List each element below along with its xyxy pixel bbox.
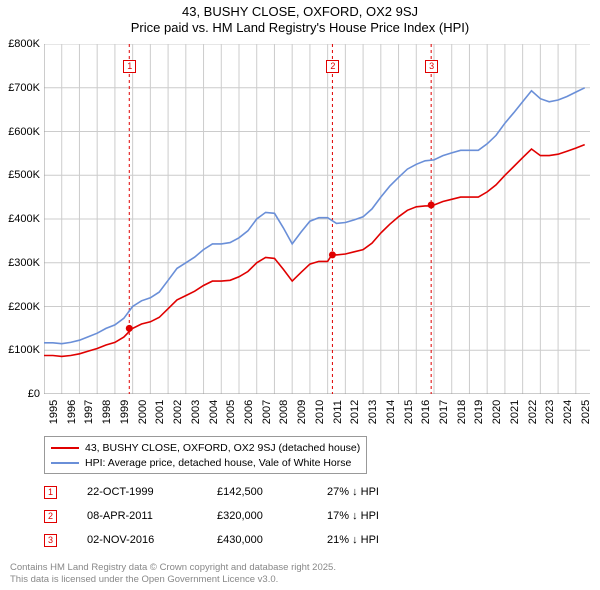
x-tick-label: 2014 [385, 400, 397, 424]
x-tick-label: 1997 [83, 400, 95, 424]
event-price: £430,000 [217, 534, 327, 546]
legend-row: HPI: Average price, detached house, Vale… [51, 455, 360, 470]
event-date: 08-APR-2011 [87, 510, 217, 522]
x-tick-label: 2001 [154, 400, 166, 424]
x-tick-label: 2007 [261, 400, 273, 424]
x-tick-label: 2011 [332, 400, 344, 424]
y-tick-label: £200K [8, 301, 40, 313]
event-diff: 27% ↓ HPI [327, 486, 427, 498]
y-tick-label: £100K [8, 344, 40, 356]
x-axis: 1995 1996 1997 1998 1999 2000 2001 2002 2003 2004… [44, 396, 590, 436]
y-tick-label: £400K [8, 213, 40, 225]
chart-plot [44, 44, 590, 394]
event-date: 02-NOV-2016 [87, 534, 217, 546]
x-tick-label: 2021 [509, 400, 521, 424]
title-block: 43, BUSHY CLOSE, OXFORD, OX2 9SJ Price p… [0, 0, 600, 35]
x-tick-label: 2000 [137, 400, 149, 424]
event-marker-3: 3 [425, 60, 438, 73]
x-tick-label: 2022 [527, 400, 539, 424]
event-number: 2 [44, 510, 57, 523]
x-tick-label: 2003 [190, 400, 202, 424]
y-axis: £0£100K£200K£300K£400K£500K£600K£700K£80… [0, 44, 42, 394]
events-table: 1 22-OCT-1999£142,50027% ↓ HPI 2 08-APR-201… [44, 480, 427, 552]
legend-label: HPI: Average price, detached house, Vale… [85, 457, 351, 469]
chart-container: 43, BUSHY CLOSE, OXFORD, OX2 9SJ Price p… [0, 0, 600, 590]
footer-attribution: Contains HM Land Registry data © Crown c… [10, 562, 336, 586]
legend-swatch [51, 462, 79, 464]
x-tick-label: 2013 [367, 400, 379, 424]
x-tick-label: 2019 [473, 400, 485, 424]
event-diff: 21% ↓ HPI [327, 534, 427, 546]
x-tick-label: 2020 [491, 400, 503, 424]
legend-label: 43, BUSHY CLOSE, OXFORD, OX2 9SJ (detach… [85, 442, 360, 454]
event-row: 1 22-OCT-1999£142,50027% ↓ HPI [44, 480, 427, 504]
x-tick-label: 2023 [544, 400, 556, 424]
event-marker-1: 1 [123, 60, 136, 73]
title-address: 43, BUSHY CLOSE, OXFORD, OX2 9SJ [0, 4, 600, 19]
x-tick-label: 2015 [403, 400, 415, 424]
x-tick-label: 2008 [278, 400, 290, 424]
chart-svg [44, 44, 590, 394]
footer-line1: Contains HM Land Registry data © Crown c… [10, 562, 336, 574]
x-tick-label: 2024 [562, 400, 574, 424]
footer-line2: This data is licensed under the Open Gov… [10, 574, 336, 586]
x-tick-label: 2005 [225, 400, 237, 424]
x-tick-label: 2004 [208, 400, 220, 424]
x-tick-label: 2006 [243, 400, 255, 424]
x-tick-label: 1999 [119, 400, 131, 424]
y-tick-label: £500K [8, 169, 40, 181]
x-tick-label: 2016 [420, 400, 432, 424]
x-tick-label: 2017 [438, 400, 450, 424]
x-tick-label: 2009 [296, 400, 308, 424]
event-date: 22-OCT-1999 [87, 486, 217, 498]
x-tick-label: 2012 [349, 400, 361, 424]
event-row: 3 02-NOV-2016£430,00021% ↓ HPI [44, 528, 427, 552]
legend-swatch [51, 447, 79, 449]
x-tick-label: 2002 [172, 400, 184, 424]
event-number: 1 [44, 486, 57, 499]
y-tick-label: £800K [8, 38, 40, 50]
x-tick-label: 2010 [314, 400, 326, 424]
x-tick-label: 2018 [456, 400, 468, 424]
legend: 43, BUSHY CLOSE, OXFORD, OX2 9SJ (detach… [44, 436, 367, 474]
y-tick-label: £300K [8, 257, 40, 269]
title-subtitle: Price paid vs. HM Land Registry's House … [0, 20, 600, 35]
x-tick-label: 2025 [580, 400, 592, 424]
event-row: 2 08-APR-2011£320,00017% ↓ HPI [44, 504, 427, 528]
x-tick-label: 1995 [48, 400, 60, 424]
event-price: £320,000 [217, 510, 327, 522]
y-tick-label: £600K [8, 126, 40, 138]
x-tick-label: 1996 [66, 400, 78, 424]
event-price: £142,500 [217, 486, 327, 498]
legend-row: 43, BUSHY CLOSE, OXFORD, OX2 9SJ (detach… [51, 440, 360, 455]
event-diff: 17% ↓ HPI [327, 510, 427, 522]
y-tick-label: £0 [28, 388, 40, 400]
x-tick-label: 1998 [101, 400, 113, 424]
event-number: 3 [44, 534, 57, 547]
y-tick-label: £700K [8, 82, 40, 94]
event-marker-2: 2 [326, 60, 339, 73]
